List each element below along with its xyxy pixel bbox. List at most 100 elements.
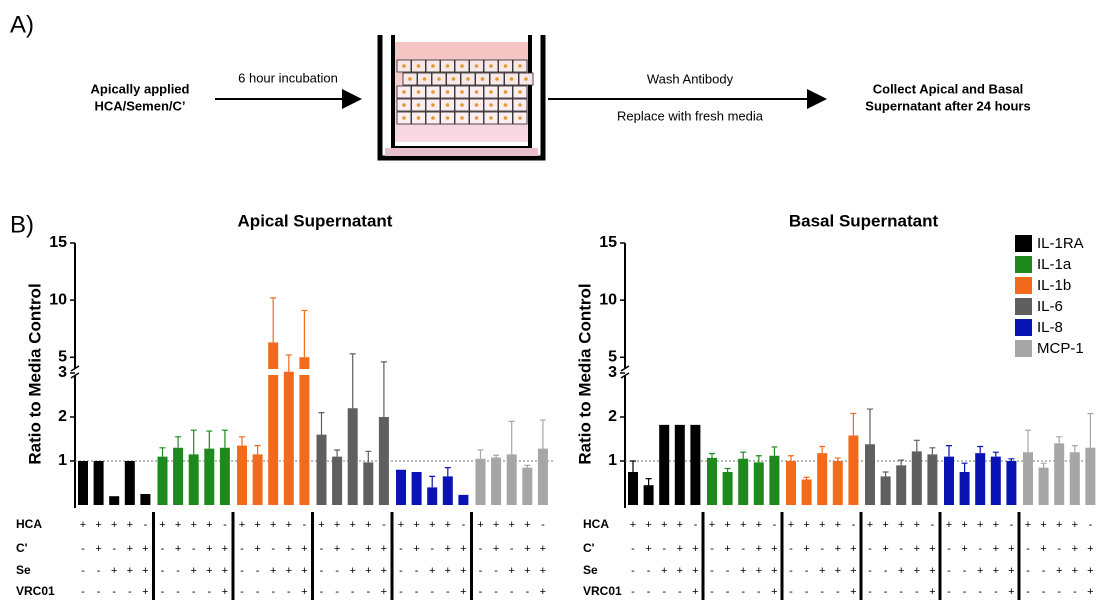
condition-sign: - <box>852 519 856 531</box>
error-bar <box>630 461 636 472</box>
bar <box>220 448 230 505</box>
condition-sign: + <box>819 519 825 531</box>
error-bar <box>946 446 952 457</box>
condition-sign: + <box>724 543 730 555</box>
condition-sign: + <box>429 519 435 531</box>
bar <box>754 462 764 505</box>
bar <box>723 472 733 505</box>
condition-sign: - <box>287 586 291 598</box>
row-label: VRC01 <box>583 584 622 598</box>
condition-sign: - <box>192 543 196 555</box>
nucleus <box>446 103 450 107</box>
condition-sign: + <box>365 543 371 555</box>
error-bar <box>709 454 715 458</box>
error-bar <box>756 456 762 463</box>
condition-sign: - <box>81 543 85 555</box>
condition-sign: + <box>413 519 419 531</box>
condition-sign: - <box>479 586 483 598</box>
nucleus <box>460 90 464 94</box>
y-tick-label: 2 <box>58 408 67 425</box>
condition-sign: - <box>335 586 339 598</box>
bar <box>396 470 406 505</box>
error-bar <box>191 430 197 454</box>
row-label: C' <box>583 541 595 555</box>
condition-sign: + <box>222 586 228 598</box>
condition-sign: + <box>661 565 667 577</box>
condition-sign: + <box>381 543 387 555</box>
legend-swatch <box>1015 256 1032 273</box>
condition-sign: + <box>127 543 133 555</box>
bar <box>458 495 468 505</box>
step-text: 6 hour incubation <box>238 70 338 85</box>
condition-sign: + <box>882 519 888 531</box>
condition-sign: + <box>381 565 387 577</box>
chart-title: Apical Supernatant <box>238 211 393 230</box>
condition-sign: - <box>1026 565 1030 577</box>
nucleus <box>402 116 406 120</box>
bar <box>1054 443 1064 505</box>
condition-sign: - <box>1026 586 1030 598</box>
condition-sign: - <box>240 565 244 577</box>
legend-label: IL-1a <box>1037 256 1072 273</box>
condition-sign: - <box>884 586 888 598</box>
nucleus <box>475 103 479 107</box>
condition-sign: + <box>111 565 117 577</box>
condition-sign: + <box>677 565 683 577</box>
condition-sign: - <box>931 519 935 531</box>
legend-label: IL-6 <box>1037 298 1063 315</box>
condition-sign: - <box>144 519 148 531</box>
y-tick-label: 3 <box>58 364 67 381</box>
condition-sign: - <box>320 543 324 555</box>
nucleus <box>446 64 450 68</box>
condition-sign: + <box>111 519 117 531</box>
condition-sign: + <box>835 565 841 577</box>
legend-swatch <box>1015 319 1032 336</box>
condition-sign: + <box>142 543 148 555</box>
condition-sign: + <box>524 519 530 531</box>
error-bar <box>524 465 530 467</box>
condition-sign: + <box>645 519 651 531</box>
condition-sign: + <box>254 543 260 555</box>
condition-sign: + <box>142 586 148 598</box>
condition-sign: + <box>508 519 514 531</box>
condition-sign: + <box>850 543 856 555</box>
condition-sign: - <box>430 586 434 598</box>
condition-sign: + <box>286 543 292 555</box>
nucleus <box>402 90 406 94</box>
error-bar <box>725 468 731 472</box>
y-tick-label: 10 <box>49 291 67 308</box>
condition-sign: + <box>445 519 451 531</box>
condition-sign: - <box>1073 586 1077 598</box>
figure: A) B) Apically applied HCA/Semen/C’ 6 ho… <box>0 0 1096 600</box>
condition-sign: + <box>301 586 307 598</box>
chart-title: Basal Supernatant <box>789 211 939 230</box>
bar <box>675 425 685 505</box>
y-axis-label: Ratio to Media Control <box>25 283 44 464</box>
condition-sign: + <box>788 519 794 531</box>
condition-sign: + <box>929 586 935 598</box>
legend-label: IL-8 <box>1037 319 1063 336</box>
condition-sign: - <box>81 565 85 577</box>
condition-sign: - <box>510 586 514 598</box>
bar <box>491 457 501 505</box>
condition-sign: + <box>740 565 746 577</box>
condition-sign: + <box>867 519 873 531</box>
row-label: Se <box>583 563 598 577</box>
step-text: Collect Apical and Basal <box>873 81 1024 96</box>
condition-sign: - <box>789 565 793 577</box>
condition-sign: - <box>128 586 132 598</box>
condition-sign: - <box>415 586 419 598</box>
nucleus <box>495 77 499 81</box>
condition-sign: - <box>631 565 635 577</box>
nucleus <box>510 77 514 81</box>
bar <box>94 461 104 505</box>
condition-sign: + <box>661 519 667 531</box>
condition-sign: + <box>677 519 683 531</box>
error-bar <box>850 413 856 435</box>
condition-sign: + <box>1087 565 1093 577</box>
condition-sign: - <box>303 519 307 531</box>
condition-sign: + <box>1008 565 1014 577</box>
condition-sign: - <box>757 586 761 598</box>
error-bar <box>222 430 228 448</box>
nucleus <box>417 103 421 107</box>
